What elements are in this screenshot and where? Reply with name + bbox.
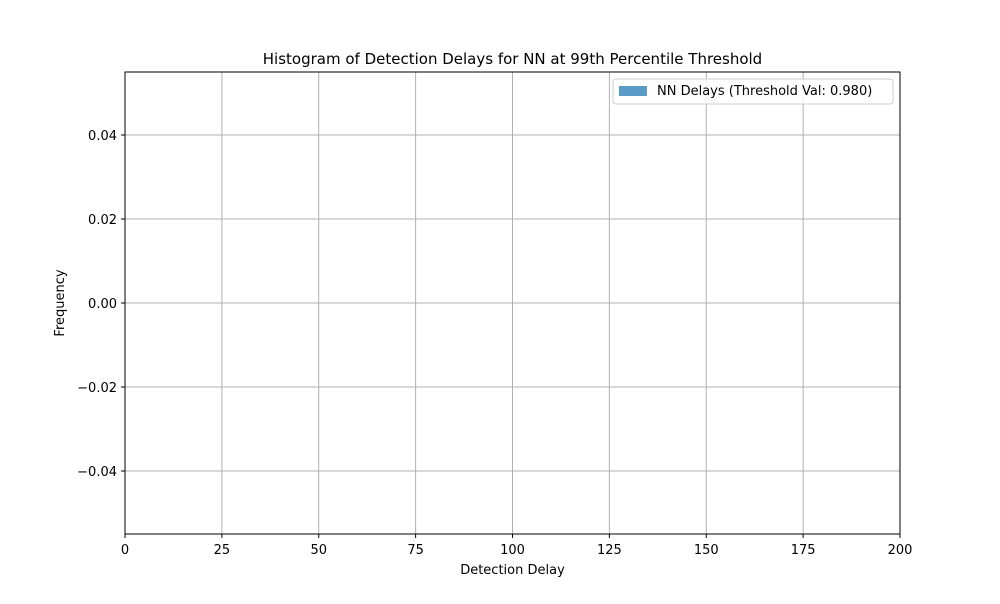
legend-swatch [619, 86, 647, 96]
x-tick-label: 175 [791, 543, 816, 558]
y-tick-label: −0.04 [77, 465, 117, 480]
x-axis-ticks: 0 25 50 75 100 125 150 175 200 [121, 534, 913, 558]
legend: NN Delays (Threshold Val: 0.980) [612, 78, 894, 105]
x-tick-label: 75 [407, 543, 424, 558]
y-tick-label: 0.04 [88, 129, 117, 144]
x-tick-label: 200 [888, 543, 913, 558]
y-axis-label: Frequency [53, 269, 68, 336]
y-tick-label: −0.02 [77, 381, 117, 396]
legend-box [612, 78, 894, 105]
y-tick-label: 0.02 [88, 213, 117, 228]
x-axis-label: Detection Delay [460, 563, 565, 578]
x-tick-label: 50 [310, 543, 327, 558]
x-tick-label: 25 [214, 543, 231, 558]
x-tick-label: 0 [121, 543, 129, 558]
x-tick-label: 100 [500, 543, 525, 558]
y-tick-label: 0.00 [88, 297, 117, 312]
legend-label: NN Delays (Threshold Val: 0.980) [657, 84, 872, 99]
x-tick-label: 125 [597, 543, 622, 558]
x-tick-label: 150 [694, 543, 719, 558]
chart-title: Histogram of Detection Delays for NN at … [263, 50, 762, 68]
y-axis-ticks: −0.04 −0.02 0.00 0.02 0.04 [77, 129, 125, 480]
